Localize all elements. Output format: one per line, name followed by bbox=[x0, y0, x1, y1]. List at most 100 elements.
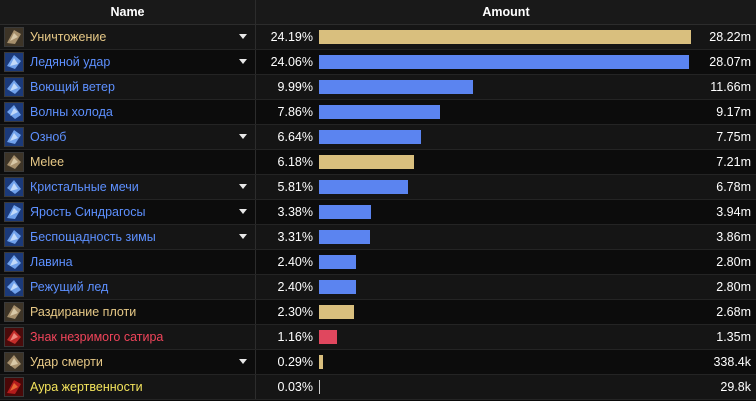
table-row[interactable]: Ярость Синдрагосы 3.38% 3.94m bbox=[0, 200, 756, 225]
damage-bar-track bbox=[319, 230, 691, 244]
amount-cell: 6.64% 7.75m bbox=[256, 125, 756, 149]
damage-amount: 28.07m bbox=[709, 55, 751, 69]
amount-cell: 2.40% 2.80m bbox=[256, 250, 756, 274]
name-cell: Ледяной удар bbox=[0, 50, 256, 74]
damage-bar-track bbox=[319, 280, 691, 294]
damage-bar-track bbox=[319, 30, 691, 44]
damage-bar-track bbox=[319, 330, 691, 344]
table-row[interactable]: Беспощадность зимы 3.31% 3.86m bbox=[0, 225, 756, 250]
table-row[interactable]: Знак незримого сатира 1.16% 1.35m bbox=[0, 325, 756, 350]
ability-name[interactable]: Кристальные мечи bbox=[30, 180, 139, 194]
table-row[interactable]: Уничтожение 24.19% 28.22m bbox=[0, 25, 756, 50]
damage-bar bbox=[319, 305, 354, 319]
damage-percent: 0.03% bbox=[277, 380, 313, 394]
table-row[interactable]: Воющий ветер 9.99% 11.66m bbox=[0, 75, 756, 100]
damage-bar bbox=[319, 280, 356, 294]
damage-percent: 0.29% bbox=[277, 355, 313, 369]
table-row[interactable]: Озноб 6.64% 7.75m bbox=[0, 125, 756, 150]
name-cell: Раздирание плоти bbox=[0, 300, 256, 324]
damage-percent: 2.40% bbox=[277, 280, 313, 294]
ability-name[interactable]: Знак незримого сатира bbox=[30, 330, 164, 344]
name-cell: Кристальные мечи bbox=[0, 175, 256, 199]
amount-cell: 1.16% 1.35m bbox=[256, 325, 756, 349]
unseen-satyr-mark-icon bbox=[4, 327, 24, 347]
damage-bar-track bbox=[319, 305, 691, 319]
table-row[interactable]: Раздирание плоти 2.30% 2.68m bbox=[0, 300, 756, 325]
chevron-down-icon[interactable] bbox=[239, 184, 247, 189]
table-row[interactable]: Волны холода 7.86% 9.17m bbox=[0, 100, 756, 125]
damage-bar bbox=[319, 105, 440, 119]
chevron-down-icon[interactable] bbox=[239, 234, 247, 239]
ability-name[interactable]: Режущий лед bbox=[30, 280, 109, 294]
ability-name[interactable]: Волны холода bbox=[30, 105, 113, 119]
ability-name[interactable]: Озноб bbox=[30, 130, 67, 144]
ability-name[interactable]: Melee bbox=[30, 155, 65, 169]
amount-cell: 2.40% 2.80m bbox=[256, 275, 756, 299]
ability-name[interactable]: Ледяной удар bbox=[30, 55, 111, 69]
table-row[interactable]: Кристальные мечи 5.81% 6.78m bbox=[0, 175, 756, 200]
damage-percent: 3.38% bbox=[277, 205, 313, 219]
name-cell: Ярость Синдрагосы bbox=[0, 200, 256, 224]
table-row[interactable]: Аура жертвенности 0.03% 29.8k bbox=[0, 375, 756, 400]
remorseless-winter-icon bbox=[4, 227, 24, 247]
obliterate-icon bbox=[4, 27, 24, 47]
amount-cell: 3.31% 3.86m bbox=[256, 225, 756, 249]
damage-bar-track bbox=[319, 80, 691, 94]
ability-name[interactable]: Ярость Синдрагосы bbox=[30, 205, 146, 219]
damage-percent: 9.99% bbox=[277, 80, 313, 94]
ability-name[interactable]: Лавина bbox=[30, 255, 73, 269]
damage-amount: 3.86m bbox=[716, 230, 751, 244]
damage-bar bbox=[319, 155, 414, 169]
table-row[interactable]: Ледяной удар 24.06% 28.07m bbox=[0, 50, 756, 75]
damage-bar bbox=[319, 80, 473, 94]
chevron-down-icon[interactable] bbox=[239, 134, 247, 139]
chevron-down-icon[interactable] bbox=[239, 59, 247, 64]
damage-amount: 338.4k bbox=[713, 355, 751, 369]
damage-amount: 29.8k bbox=[720, 380, 751, 394]
chevron-down-icon[interactable] bbox=[239, 34, 247, 39]
amount-cell: 7.86% 9.17m bbox=[256, 100, 756, 124]
chevron-down-icon[interactable] bbox=[239, 359, 247, 364]
sindragosa-fury-icon bbox=[4, 202, 24, 222]
amount-cell: 24.06% 28.07m bbox=[256, 50, 756, 74]
table-header: Name Amount bbox=[0, 0, 756, 25]
amount-cell: 24.19% 28.22m bbox=[256, 25, 756, 49]
amount-cell: 0.29% 338.4k bbox=[256, 350, 756, 374]
howling-blast-icon bbox=[4, 77, 24, 97]
sacrifice-aura-icon bbox=[4, 377, 24, 397]
ability-name[interactable]: Беспощадность зимы bbox=[30, 230, 156, 244]
ability-name[interactable]: Раздирание плоти bbox=[30, 305, 137, 319]
table-row[interactable]: Удар смерти 0.29% 338.4k bbox=[0, 350, 756, 375]
damage-percent: 1.16% bbox=[277, 330, 313, 344]
amount-column-header[interactable]: Amount bbox=[482, 5, 530, 19]
chill-icon bbox=[4, 127, 24, 147]
amount-cell: 2.30% 2.68m bbox=[256, 300, 756, 324]
damage-bar-track bbox=[319, 130, 691, 144]
damage-percent: 2.30% bbox=[277, 305, 313, 319]
ability-name[interactable]: Воющий ветер bbox=[30, 80, 115, 94]
name-column-header[interactable]: Name bbox=[0, 0, 256, 24]
name-cell: Melee bbox=[0, 150, 256, 174]
damage-percent: 24.19% bbox=[270, 30, 313, 44]
damage-bar bbox=[319, 380, 320, 394]
damage-percent: 2.40% bbox=[277, 255, 313, 269]
damage-amount: 3.94m bbox=[716, 205, 751, 219]
amount-cell: 3.38% 3.94m bbox=[256, 200, 756, 224]
damage-amount: 9.17m bbox=[716, 105, 751, 119]
ability-name[interactable]: Аура жертвенности bbox=[30, 380, 143, 394]
amount-cell: 5.81% 6.78m bbox=[256, 175, 756, 199]
chevron-down-icon[interactable] bbox=[239, 209, 247, 214]
damage-percent: 7.86% bbox=[277, 105, 313, 119]
damage-bar bbox=[319, 180, 408, 194]
melee-icon bbox=[4, 152, 24, 172]
name-cell: Воющий ветер bbox=[0, 75, 256, 99]
ability-name[interactable]: Удар смерти bbox=[30, 355, 103, 369]
table-row[interactable]: Режущий лед 2.40% 2.80m bbox=[0, 275, 756, 300]
razor-ice-icon bbox=[4, 277, 24, 297]
ability-name[interactable]: Уничтожение bbox=[30, 30, 107, 44]
damage-bar-track bbox=[319, 355, 691, 369]
damage-bar-track bbox=[319, 180, 691, 194]
table-row[interactable]: Лавина 2.40% 2.80m bbox=[0, 250, 756, 275]
name-cell: Аура жертвенности bbox=[0, 375, 256, 399]
table-row[interactable]: Melee 6.18% 7.21m bbox=[0, 150, 756, 175]
